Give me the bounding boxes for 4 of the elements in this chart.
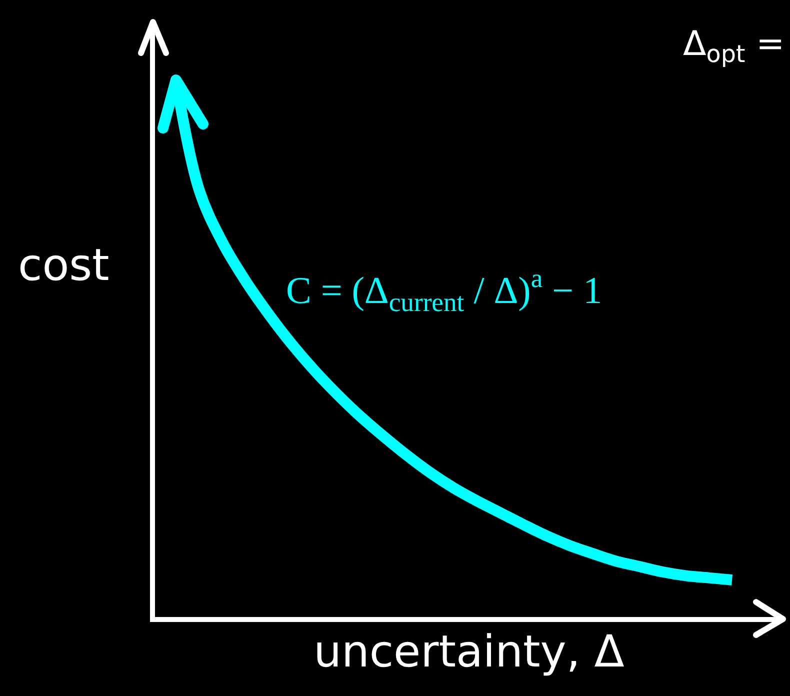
x-axis-title: uncertainty, Δ (314, 626, 624, 678)
text: Δ$_{opt}$ = (683, 24, 785, 68)
annotation: C = (Δ$_{current}$ / Δ)$^{a}$ − 1 (286, 263, 602, 317)
y-axis-title: cost (18, 240, 110, 291)
